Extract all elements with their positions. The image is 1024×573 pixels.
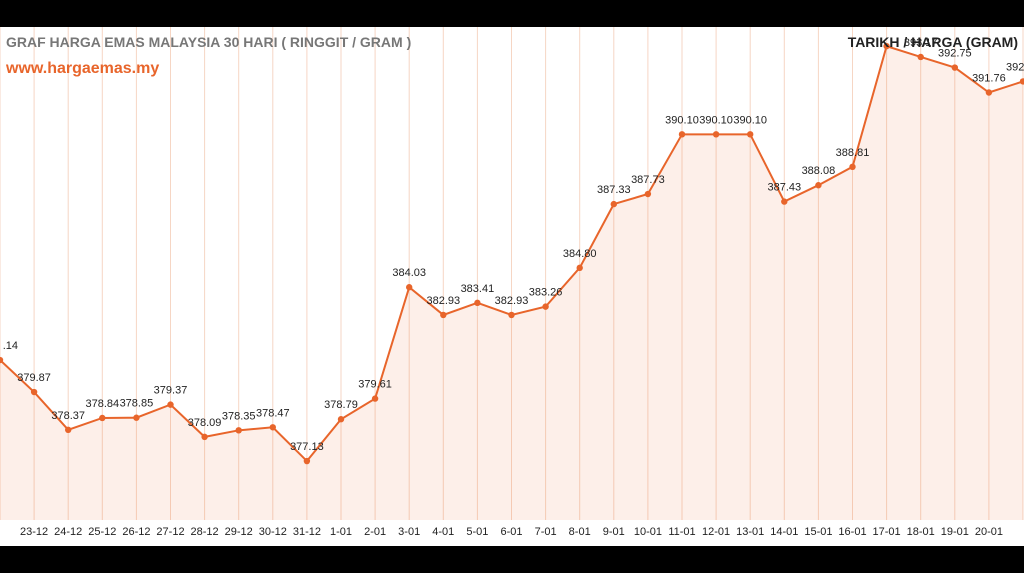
x-tick-label: 25-12 [88,526,116,538]
point [781,198,788,205]
data-label: 392.75 [938,48,972,60]
x-tick-label: 30-12 [259,526,287,538]
x-tick-label: 8-01 [569,526,591,538]
x-tick-label: 24-12 [54,526,82,538]
x-tick-label: 23-12 [20,526,48,538]
x-tick-label: 16-01 [838,526,866,538]
data-label: 387.33 [597,184,631,196]
x-tick-label: 29-12 [225,526,253,538]
data-label: 388.08 [802,165,836,177]
x-tick-label: 20-01 [975,526,1003,538]
x-tick-label: 4-01 [432,526,454,538]
x-tick-label: 27-12 [156,526,184,538]
data-label: 390.10 [733,114,767,126]
x-tick-label: 17-01 [873,526,901,538]
point [269,424,276,431]
data-label: 390.10 [665,114,699,126]
x-tick-label: 18-01 [907,526,935,538]
x-tick-label: 7-01 [535,526,557,538]
data-label: 384.03 [392,267,426,279]
data-label: 388.81 [836,147,870,159]
data-label: 379.87 [17,372,51,384]
data-label: 393.17 [904,37,938,49]
data-label: 378.85 [120,398,154,410]
point [99,414,106,422]
x-tick-label: 5-01 [466,526,488,538]
point [30,388,38,396]
x-tick-label: 28-12 [191,526,219,538]
point [133,414,140,421]
point [883,42,890,50]
data-label: 384.80 [563,248,597,260]
point [508,311,515,319]
point [815,182,822,189]
point [235,427,242,434]
point [201,433,208,441]
x-tick-label: 10-01 [634,526,662,538]
point [678,131,686,138]
data-label: 379.61 [358,379,392,391]
point [167,401,174,408]
point [303,457,311,465]
x-tick-label: 19-01 [941,526,969,538]
data-label: 378.47 [256,407,290,419]
chart-subtitle: www.hargaemas.my [5,60,159,77]
x-tick-label: 13-01 [736,526,764,538]
x-tick-label: 12-01 [702,526,730,538]
data-label: 390.10 [699,114,733,126]
point [337,416,345,423]
data-label: 378.37 [51,410,85,422]
x-tick-label: 14-01 [770,526,798,538]
x-tick-label: 31-12 [293,526,321,538]
point [474,299,481,307]
x-tick-label: 3-01 [398,526,420,538]
x-tick-label: 9-01 [603,526,625,538]
point [65,426,72,434]
point [712,131,720,138]
x-tick-label: 6-01 [500,526,522,538]
chart-title: GRAF HARGA EMAS MALAYSIA 30 HARI ( RINGG… [6,34,411,50]
point [985,89,993,96]
data-label: 382.93 [426,295,460,307]
x-tick-label: 11-01 [668,526,695,538]
point [644,190,652,198]
point [1019,78,1024,85]
legend-label: TARIKH / HARGA (GRAM) [848,34,1018,50]
data-label: 383.41 [461,283,495,295]
data-label: .14 [3,340,18,352]
data-label: 392 [1006,61,1024,73]
data-label: 378.84 [85,398,119,410]
data-label: 378.79 [324,399,358,411]
data-label: 378.09 [188,417,222,429]
point [576,264,583,272]
point [747,131,754,138]
data-label: 378.35 [222,410,256,422]
point [440,311,447,319]
point [371,395,379,402]
x-tick-label: 2-01 [364,526,386,538]
data-label: 391.76 [972,72,1006,84]
point [0,356,4,364]
point [542,303,549,310]
data-label: 383.26 [529,287,563,299]
data-label: 387.73 [631,174,665,186]
x-tick-label: 1-01 [330,526,352,538]
point [917,53,924,61]
point [610,200,617,208]
x-tick-label: 26-12 [122,526,150,538]
x-tick-label: 15-01 [804,526,832,538]
data-label: 387.43 [767,182,801,194]
data-label: 379.37 [154,385,188,397]
data-label: 377.13 [290,441,324,453]
data-label: 382.93 [495,295,529,307]
area [0,46,1023,520]
point [406,284,413,291]
point [849,163,856,171]
point [951,64,958,71]
